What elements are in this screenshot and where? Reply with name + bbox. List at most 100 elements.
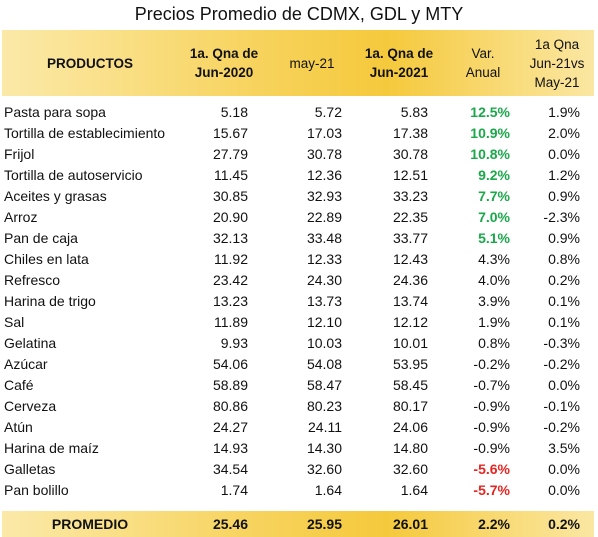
var-vs-may21: 0.0%	[548, 146, 580, 162]
price-jun2020: 1.74	[220, 482, 248, 498]
price-jun2021: 12.43	[392, 251, 428, 267]
table-row: Gelatina 9.93 10.03 10.01 0.8% -0.3%	[2, 333, 594, 354]
price-jun2020: 14.93	[212, 440, 248, 456]
table-row: Tortilla de establecimiento 15.67 17.03 17.…	[2, 123, 594, 144]
var-vs-may21: 0.8%	[548, 251, 580, 267]
product-name: Sal	[4, 314, 25, 330]
product-name: Harina de maíz	[4, 440, 99, 456]
var-anual: 4.0%	[478, 272, 510, 288]
price-may21: 32.60	[306, 461, 342, 477]
table-row: Sal 11.89 12.10 12.12 1.9% 0.1%	[2, 312, 594, 333]
var-anual: 10.9%	[470, 125, 510, 141]
header-may21: may-21	[272, 30, 352, 96]
price-jun2021: 24.06	[392, 419, 428, 435]
footer-label: PROMEDIO	[51, 516, 129, 532]
var-vs-may21: 0.2%	[548, 272, 580, 288]
header-may21-label: may-21	[289, 55, 335, 71]
price-may21: 14.30	[306, 440, 342, 456]
price-jun2021: 30.78	[392, 146, 428, 162]
price-jun2021: 22.35	[392, 209, 428, 225]
table-title: Precios Promedio de CDMX, GDL y MTY	[134, 4, 464, 24]
price-may21: 58.47	[306, 377, 342, 393]
price-jun2020: 11.45	[214, 167, 248, 183]
price-jun2020: 34.54	[212, 461, 248, 477]
var-vs-may21: 1.9%	[548, 104, 580, 120]
header-jun2021-line1: 1a. Qna de	[364, 46, 434, 61]
product-name: Azúcar	[4, 356, 48, 372]
var-anual: -0.7%	[473, 377, 510, 393]
product-name: Arroz	[4, 209, 38, 225]
table-row: Pasta para sopa 5.18 5.72 5.83 12.5% 1.9%	[2, 102, 594, 123]
product-name: Cerveza	[4, 398, 57, 414]
price-may21: 1.64	[314, 482, 342, 498]
price-jun2021: 33.23	[392, 188, 428, 204]
table-header: PRODUCTOS 1a. Qna de Jun-2020 may-21 1a.…	[2, 30, 594, 96]
price-jun2021: 12.12	[392, 314, 428, 330]
var-anual: 0.8%	[478, 335, 510, 351]
table-row: Galletas 34.54 32.60 32.60 -5.6% 0.0%	[2, 459, 594, 480]
price-jun2021: 24.36	[392, 272, 428, 288]
table-row: Café 58.89 58.47 58.45 -0.7% 0.0%	[2, 375, 594, 396]
var-vs-may21: -0.2%	[543, 356, 580, 372]
var-anual: 9.2%	[478, 167, 510, 183]
var-vs-may21: 3.5%	[548, 440, 580, 456]
price-may21: 17.03	[306, 125, 342, 141]
var-anual: 7.0%	[478, 209, 510, 225]
price-jun2020: 58.89	[212, 377, 248, 393]
table-row: Harina de maíz 14.93 14.30 14.80 -0.9% 3.5%	[2, 438, 594, 459]
product-name: Refresco	[4, 272, 61, 288]
table-row: Arroz 20.90 22.89 22.35 7.0% -2.3%	[2, 207, 594, 228]
price-jun2021: 5.83	[400, 104, 428, 120]
product-name: Gelatina	[4, 335, 57, 351]
price-jun2021: 10.01	[392, 335, 428, 351]
header-jun2020: 1a. Qna de Jun-2020	[178, 30, 270, 96]
price-jun2021: 1.64	[400, 482, 428, 498]
var-anual: -5.6%	[473, 461, 510, 477]
var-vs-may21: -0.1%	[543, 398, 580, 414]
var-anual: 4.3%	[478, 251, 510, 267]
price-may21: 12.10	[306, 314, 342, 330]
product-name: Pasta para sopa	[4, 104, 106, 120]
product-name: Atún	[4, 419, 33, 435]
product-name: Tortilla de establecimiento	[4, 125, 166, 141]
price-jun2021: 17.38	[392, 125, 428, 141]
footer-vs: 0.2%	[548, 516, 580, 532]
header-vs: 1a Qna Jun-21vs May-21	[520, 30, 594, 96]
table-row: Aceites y grasas 30.85 32.93 33.23 7.7% 0.9%	[2, 186, 594, 207]
header-vs-line1: 1a Qna	[534, 36, 580, 52]
table-footer-promedio: PROMEDIO 25.46 25.95 26.01 2.2% 0.2%	[2, 511, 594, 537]
product-name: Harina de trigo	[4, 293, 96, 309]
footer-may21: 25.95	[306, 516, 342, 532]
header-vs-line3: May-21	[534, 74, 580, 90]
price-may21: 80.23	[306, 398, 342, 414]
product-name: Frijol	[4, 146, 35, 162]
var-anual: 1.9%	[478, 314, 510, 330]
var-vs-may21: 0.0%	[548, 377, 580, 393]
price-jun2021: 58.45	[392, 377, 428, 393]
price-jun2020: 13.23	[212, 293, 248, 309]
footer-jun2020: 25.46	[212, 516, 248, 532]
var-anual: 3.9%	[478, 293, 510, 309]
var-anual: -5.7%	[473, 482, 510, 498]
header-productos: PRODUCTOS	[2, 30, 178, 96]
price-jun2020: 11.89	[214, 314, 248, 330]
table-row: Refresco 23.42 24.30 24.36 4.0% 0.2%	[2, 270, 594, 291]
price-jun2021: 32.60	[392, 461, 428, 477]
var-vs-may21: -0.2%	[543, 419, 580, 435]
header-jun2020-line1: 1a. Qna de	[189, 46, 259, 61]
var-vs-may21: 0.1%	[548, 314, 580, 330]
var-vs-may21: 0.9%	[548, 188, 580, 204]
header-productos-label: PRODUCTOS	[46, 55, 133, 71]
var-anual: 12.5%	[470, 104, 510, 120]
footer-jun2021: 26.01	[392, 516, 428, 532]
price-may21: 12.36	[306, 167, 342, 183]
header-jun2020-line2: Jun-2020	[194, 65, 254, 80]
var-vs-may21: 1.2%	[548, 167, 580, 183]
price-jun2020: 5.18	[220, 104, 248, 120]
table-row: Azúcar 54.06 54.08 53.95 -0.2% -0.2%	[2, 354, 594, 375]
price-jun2021: 33.77	[392, 230, 428, 246]
product-name: Café	[4, 377, 34, 393]
header-jun2021: 1a. Qna de Jun-2021	[354, 30, 444, 96]
var-vs-may21: 2.0%	[548, 125, 580, 141]
price-jun2020: 27.79	[212, 146, 248, 162]
